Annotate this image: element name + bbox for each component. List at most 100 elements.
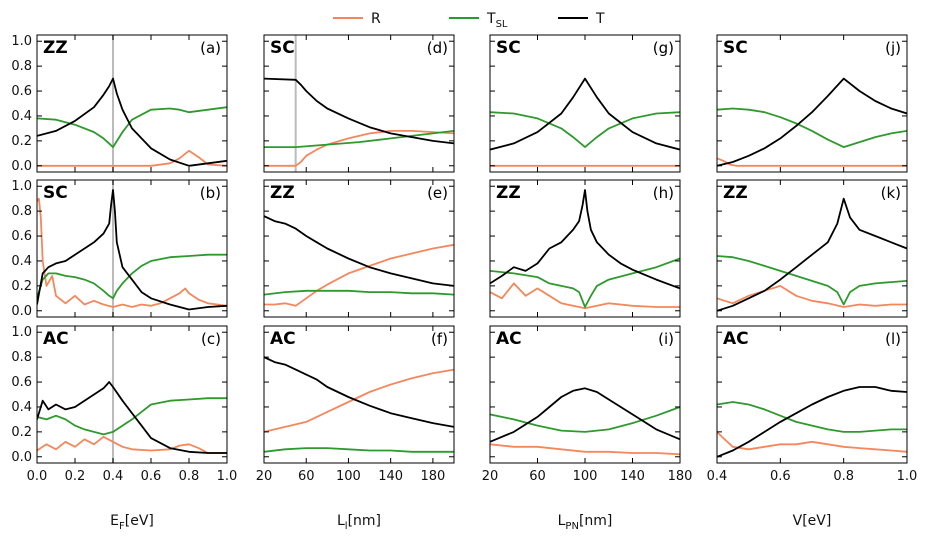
panel-letter: (f) bbox=[431, 330, 448, 348]
panel-b: 0.0 0.2 0.4 0.6 0.8 1.0 SC (b) bbox=[11, 179, 228, 319]
x-tick-label: 0.4 bbox=[707, 469, 728, 484]
panel-title: SC bbox=[43, 183, 68, 203]
x-tick-label: 100 bbox=[336, 469, 361, 484]
x-tick-label: 60 bbox=[529, 469, 546, 484]
legend-label-tsl: TSL bbox=[486, 11, 508, 30]
series-line-t bbox=[37, 189, 227, 311]
series-line-tsl bbox=[264, 130, 454, 149]
y-tick-label: 0.6 bbox=[11, 375, 32, 390]
series-line-tsl bbox=[490, 111, 680, 149]
axes-frame bbox=[716, 34, 908, 173]
series-line-t bbox=[490, 77, 680, 151]
y-tick-label: 0.0 bbox=[11, 304, 32, 319]
x-tick-label: 180 bbox=[420, 469, 445, 484]
panel-letter: (e) bbox=[427, 184, 448, 202]
panel-letter: (i) bbox=[658, 330, 674, 348]
panel-title: SC bbox=[270, 38, 295, 58]
panel-letter: (c) bbox=[201, 330, 221, 348]
axes-frame bbox=[36, 179, 228, 318]
x-tick-label: 140 bbox=[620, 469, 645, 484]
y-tick-label: 0.8 bbox=[11, 59, 32, 74]
x-tick-label: 20 bbox=[482, 469, 499, 484]
panel-letter: (d) bbox=[427, 39, 448, 57]
panel-title: ZZ bbox=[270, 183, 295, 203]
series-line-r bbox=[264, 243, 454, 307]
series-group bbox=[490, 189, 680, 310]
series-line-r bbox=[717, 284, 907, 308]
x-tick-label: 100 bbox=[573, 469, 598, 484]
panel-g: SC (g) bbox=[489, 34, 681, 173]
x-axis-label: EF[eV] bbox=[110, 513, 154, 532]
panel-title: AC bbox=[496, 329, 522, 349]
x-tick-label: 0.0 bbox=[27, 469, 48, 484]
x-axis-labels: EF[eV] Ll[nm] LPN[nm] V[eV] bbox=[110, 513, 831, 532]
series-line-t bbox=[37, 77, 227, 167]
legend: R TSL T bbox=[333, 11, 605, 30]
y-tick-label: 0.6 bbox=[11, 84, 32, 99]
legend-label-t: T bbox=[595, 11, 605, 27]
x-tick-label: 60 bbox=[298, 469, 315, 484]
y-tick-label: 0.8 bbox=[11, 204, 32, 219]
y-tick-label: 0.6 bbox=[11, 229, 32, 244]
panel-grid: 0.0 0.2 0.4 0.6 0.8 1.0 ZZ (a) SC (d) SC (g) SC (j) 0.… bbox=[11, 34, 917, 484]
series-line-tsl bbox=[717, 255, 907, 306]
series-line-t bbox=[490, 387, 680, 443]
panel-title: AC bbox=[270, 329, 296, 349]
panel-i: 20 60 100 140 180 AC (i) bbox=[482, 325, 693, 484]
y-tick-label: 0.4 bbox=[11, 109, 32, 124]
panel-title: AC bbox=[43, 329, 69, 349]
series-line-t bbox=[37, 381, 227, 454]
series-group bbox=[37, 189, 227, 311]
series-line-r bbox=[717, 431, 907, 453]
series-line-tsl bbox=[37, 253, 227, 300]
y-tick-label: 1.0 bbox=[11, 325, 32, 340]
axes-frame bbox=[716, 325, 908, 464]
series-group bbox=[37, 77, 227, 167]
x-tick-label: 140 bbox=[378, 469, 403, 484]
legend-item-t: T bbox=[558, 11, 605, 27]
series-line-tsl bbox=[37, 397, 227, 436]
series-line-r bbox=[264, 129, 454, 167]
x-tick-label: 0.8 bbox=[833, 469, 854, 484]
panel-a: 0.0 0.2 0.4 0.6 0.8 1.0 ZZ (a) bbox=[11, 34, 228, 174]
series-line-r bbox=[490, 443, 680, 456]
legend-label-r: R bbox=[371, 11, 381, 27]
series-line-tsl bbox=[490, 257, 680, 308]
series-line-r bbox=[264, 368, 454, 433]
series-line-r bbox=[717, 157, 907, 167]
y-tick-label: 0.2 bbox=[11, 134, 32, 149]
x-tick-label: 0.2 bbox=[65, 469, 86, 484]
series-line-t bbox=[717, 197, 907, 312]
x-tick-label: 0.8 bbox=[179, 469, 200, 484]
x-tick-label: 180 bbox=[668, 469, 693, 484]
series-line-tsl bbox=[37, 106, 227, 149]
axes-frame bbox=[263, 34, 455, 173]
x-axis-label: LPN[nm] bbox=[558, 513, 613, 532]
panel-k: ZZ (k) bbox=[716, 179, 908, 318]
panel-title: ZZ bbox=[496, 183, 521, 203]
axes-frame bbox=[36, 34, 228, 173]
panel-letter: (l) bbox=[885, 330, 901, 348]
panel-title: ZZ bbox=[723, 183, 748, 203]
x-axis-label: Ll[nm] bbox=[337, 513, 381, 532]
panel-letter: (j) bbox=[885, 39, 901, 57]
series-line-t bbox=[490, 189, 680, 290]
panel-title: SC bbox=[496, 38, 521, 58]
series-group bbox=[490, 77, 680, 167]
panel-letter: (a) bbox=[200, 39, 221, 57]
series-group bbox=[717, 386, 907, 458]
axes-frame bbox=[263, 325, 455, 464]
series-group bbox=[717, 197, 907, 312]
panel-letter: (b) bbox=[200, 184, 221, 202]
x-tick-label: 0.6 bbox=[141, 469, 162, 484]
panel-l: 0.4 0.6 0.8 1.0 AC (l) bbox=[707, 325, 917, 484]
y-tick-label: 0.2 bbox=[11, 425, 32, 440]
series-line-t bbox=[264, 77, 454, 145]
x-tick-label: 0.6 bbox=[770, 469, 791, 484]
panel-title: AC bbox=[723, 329, 749, 349]
y-tick-label: 1.0 bbox=[11, 179, 32, 194]
panel-f: 20 60 100 140 180 AC (f) bbox=[256, 325, 455, 484]
series-line-tsl bbox=[264, 447, 454, 453]
panel-title: ZZ bbox=[43, 38, 68, 58]
series-line-r bbox=[37, 435, 227, 454]
